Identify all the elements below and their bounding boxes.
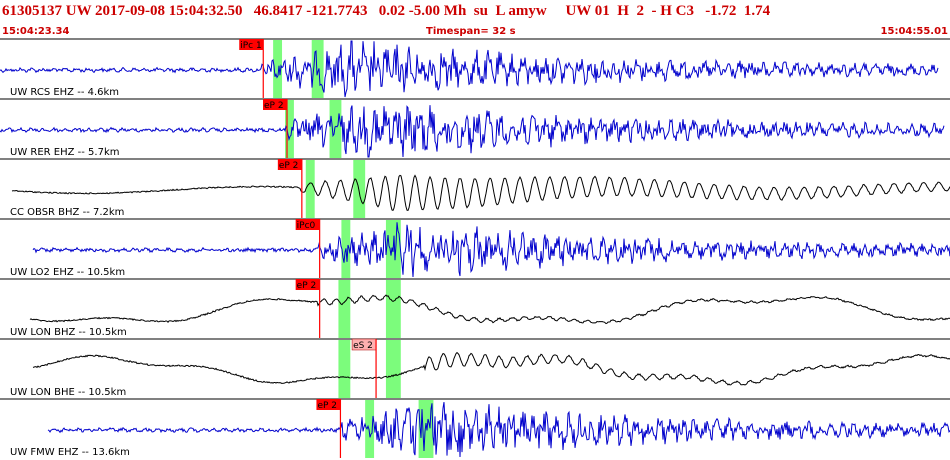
channel-row-6[interactable]: eP 2 UW FMW EHZ -- 13.6km: [0, 398, 950, 458]
pick-label: eP 2: [317, 401, 337, 411]
channel-row-0[interactable]: iPc 1 UW RCS EHZ -- 4.6km: [0, 38, 950, 98]
waveform-trace: [32, 351, 950, 386]
event-header: 61305137 UW 2017-09-08 15:04:32.50 46.84…: [0, 0, 950, 24]
analysis-window: [329, 100, 342, 158]
analysis-window: [385, 340, 401, 398]
pick-flag[interactable]: [277, 159, 302, 170]
waveform-trace: [0, 40, 939, 98]
pick-flag[interactable]: [316, 399, 341, 410]
pick-label: iPc 1: [240, 41, 261, 51]
analysis-window: [305, 160, 315, 218]
waveform-trace: [32, 222, 950, 278]
waveform-trace: [11, 174, 950, 212]
waveform-trace: [47, 402, 950, 458]
station-label: UW LON BHZ -- 10.5km: [10, 327, 127, 338]
analysis-window: [338, 340, 351, 398]
analysis-window: [285, 100, 294, 158]
channel-row-3[interactable]: iPc0 UW LO2 EHZ -- 10.5km: [0, 218, 950, 278]
pick-label: eP 2: [264, 101, 284, 111]
station-label: CC OBSR BHZ -- 7.2km: [10, 207, 124, 218]
analysis-window: [353, 160, 366, 218]
analysis-window: [365, 400, 375, 458]
analysis-window: [385, 280, 401, 338]
time-end-label: 15:04:55.01: [880, 26, 948, 37]
station-label: UW RER EHZ -- 5.7km: [10, 147, 119, 158]
station-label: UW LON BHE -- 10.5km: [10, 387, 126, 398]
channel-row-4[interactable]: eP 2 UW LON BHZ -- 10.5km: [0, 278, 950, 338]
pick-label: eP 2: [297, 281, 317, 291]
pick-flag[interactable]: [239, 39, 264, 50]
analysis-window: [338, 280, 351, 338]
event-info-line: 61305137 UW 2017-09-08 15:04:32.50 46.84…: [2, 3, 771, 19]
pick-flag[interactable]: [295, 219, 320, 230]
station-label: UW RCS EHZ -- 4.6km: [10, 87, 119, 98]
pick-label: eP 2: [279, 161, 299, 171]
channel-row-2[interactable]: eP 2 CC OBSR BHZ -- 7.2km: [0, 158, 950, 218]
pick-label: eS 2: [353, 341, 373, 351]
time-start-label: 15:04:23.34: [2, 26, 70, 37]
waveform-trace: [29, 294, 950, 325]
analysis-window: [311, 40, 324, 98]
waveform-trace: [0, 105, 945, 158]
analysis-window: [273, 40, 283, 98]
channel-row-1[interactable]: eP 2 UW RER EHZ -- 5.7km: [0, 98, 950, 158]
timespan-label: Timespan= 32 s: [426, 26, 516, 37]
pick-flag[interactable]: [263, 99, 287, 110]
station-label: UW FMW EHZ -- 13.6km: [10, 447, 130, 458]
pick-flag[interactable]: [295, 279, 320, 290]
pick-label: iPc0: [297, 221, 316, 231]
station-label: UW LO2 EHZ -- 10.5km: [10, 267, 125, 278]
channel-row-5[interactable]: eS 2 UW LON BHE -- 10.5km: [0, 338, 950, 398]
